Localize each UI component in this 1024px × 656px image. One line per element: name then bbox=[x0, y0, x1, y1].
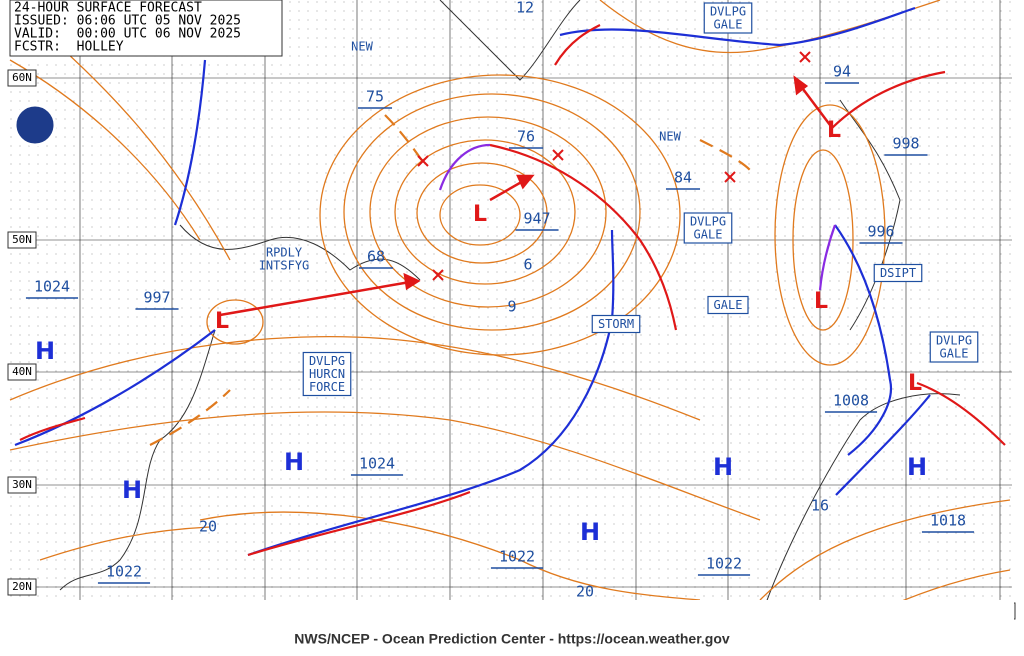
header-line: VALID: 00:00 UTC 06 NOV 2025 bbox=[14, 27, 241, 42]
lat-label: 40N bbox=[12, 365, 32, 378]
warning-text: DVLPG bbox=[309, 354, 345, 368]
motion-arrows bbox=[219, 75, 831, 317]
warning-text: HURCN bbox=[309, 367, 345, 381]
warning-text: STORM bbox=[598, 317, 634, 331]
high-center: H bbox=[122, 476, 142, 504]
warning-text: DVLPG bbox=[936, 334, 972, 348]
high-center: H bbox=[284, 448, 304, 476]
header-line: 24-HOUR SURFACE FORECAST bbox=[14, 1, 202, 16]
warning-box bbox=[591, 314, 641, 334]
pressure-label: 20 bbox=[199, 518, 217, 536]
note: RPDLY bbox=[266, 246, 303, 260]
lat-label-box bbox=[7, 363, 37, 381]
warning-text: DSIPT bbox=[880, 266, 916, 280]
low-center: L bbox=[827, 118, 841, 143]
warning-box bbox=[929, 331, 979, 363]
high-center: H bbox=[907, 453, 927, 481]
low-center: L bbox=[814, 289, 828, 314]
header: 24-HOUR SURFACE FORECAST ISSUED: 06:06 U… bbox=[9, 0, 283, 57]
high-center: H bbox=[580, 518, 600, 546]
isobars bbox=[9, 0, 1011, 621]
warning-text: GALE bbox=[694, 228, 723, 242]
warning-box bbox=[703, 2, 753, 34]
pressure-label: 20 bbox=[576, 583, 594, 601]
warning-text: DVLPG bbox=[710, 5, 746, 19]
low-center: L bbox=[908, 371, 922, 396]
high-center: H bbox=[35, 337, 55, 365]
lon-label-strip bbox=[10, 600, 1014, 628]
pressure-label: 6 bbox=[523, 256, 532, 274]
lat-label-box bbox=[7, 476, 37, 494]
lat-label: 20N bbox=[12, 580, 32, 593]
warning-text: GALE bbox=[940, 347, 969, 361]
pressure-label: 1024 bbox=[359, 455, 395, 473]
note: INTSFYG bbox=[259, 259, 310, 273]
high-center: H bbox=[713, 453, 733, 481]
header-line: FCSTR: HOLLEY bbox=[14, 40, 124, 55]
map-area bbox=[10, 0, 1014, 628]
pressure-label: 1024 bbox=[34, 278, 70, 296]
pressure-label: 997 bbox=[143, 289, 170, 307]
warning-text: GALE bbox=[714, 18, 743, 32]
lat-label: 30N bbox=[12, 478, 32, 491]
pressure-label: 998 bbox=[892, 135, 919, 153]
lat-label-box bbox=[7, 578, 37, 596]
warning-text: GALE bbox=[714, 298, 743, 312]
pressure-label: 76 bbox=[517, 128, 535, 146]
pressure-label: 68 bbox=[367, 248, 385, 266]
pressure-label: 1022 bbox=[706, 555, 742, 573]
footer: NWS/NCEP - Ocean Prediction Center - htt… bbox=[294, 631, 730, 647]
pressure-label: 1008 bbox=[833, 392, 869, 410]
pressure-label: 9 bbox=[507, 298, 516, 316]
pressure-label: 1022 bbox=[499, 548, 535, 566]
pressure-label: 75 bbox=[366, 88, 384, 106]
lat-label: 50N bbox=[12, 233, 32, 246]
fronts bbox=[14, 6, 1006, 557]
warning-box bbox=[683, 212, 733, 244]
lat-label-box bbox=[7, 231, 37, 249]
warning-box bbox=[302, 351, 352, 397]
pressure-label: 1022 bbox=[106, 563, 142, 581]
pressure-label: 996 bbox=[867, 223, 894, 241]
noaa-logo bbox=[13, 103, 57, 147]
lat-label-box bbox=[7, 69, 37, 87]
pressure-label: 1018 bbox=[930, 512, 966, 530]
warning-text: DVLPG bbox=[690, 215, 726, 229]
low-center: L bbox=[215, 309, 229, 334]
low-center: L bbox=[473, 202, 487, 227]
warning-box bbox=[707, 295, 749, 315]
header-line: ISSUED: 06:06 UTC 05 NOV 2025 bbox=[14, 14, 241, 29]
warning-text: FORCE bbox=[309, 380, 345, 394]
pressure-label: 84 bbox=[674, 169, 692, 187]
note: NEW bbox=[659, 130, 681, 144]
coastlines bbox=[59, 0, 961, 621]
positions bbox=[417, 51, 811, 281]
pressure-label: 947 bbox=[523, 210, 550, 228]
pressure-label: 12 bbox=[516, 0, 534, 17]
pressure-label: 94 bbox=[833, 63, 851, 81]
warning-box bbox=[873, 263, 923, 283]
pressure-label: 16 bbox=[811, 497, 829, 515]
lat-label: 60N bbox=[12, 71, 32, 84]
note: NEW bbox=[351, 40, 373, 54]
